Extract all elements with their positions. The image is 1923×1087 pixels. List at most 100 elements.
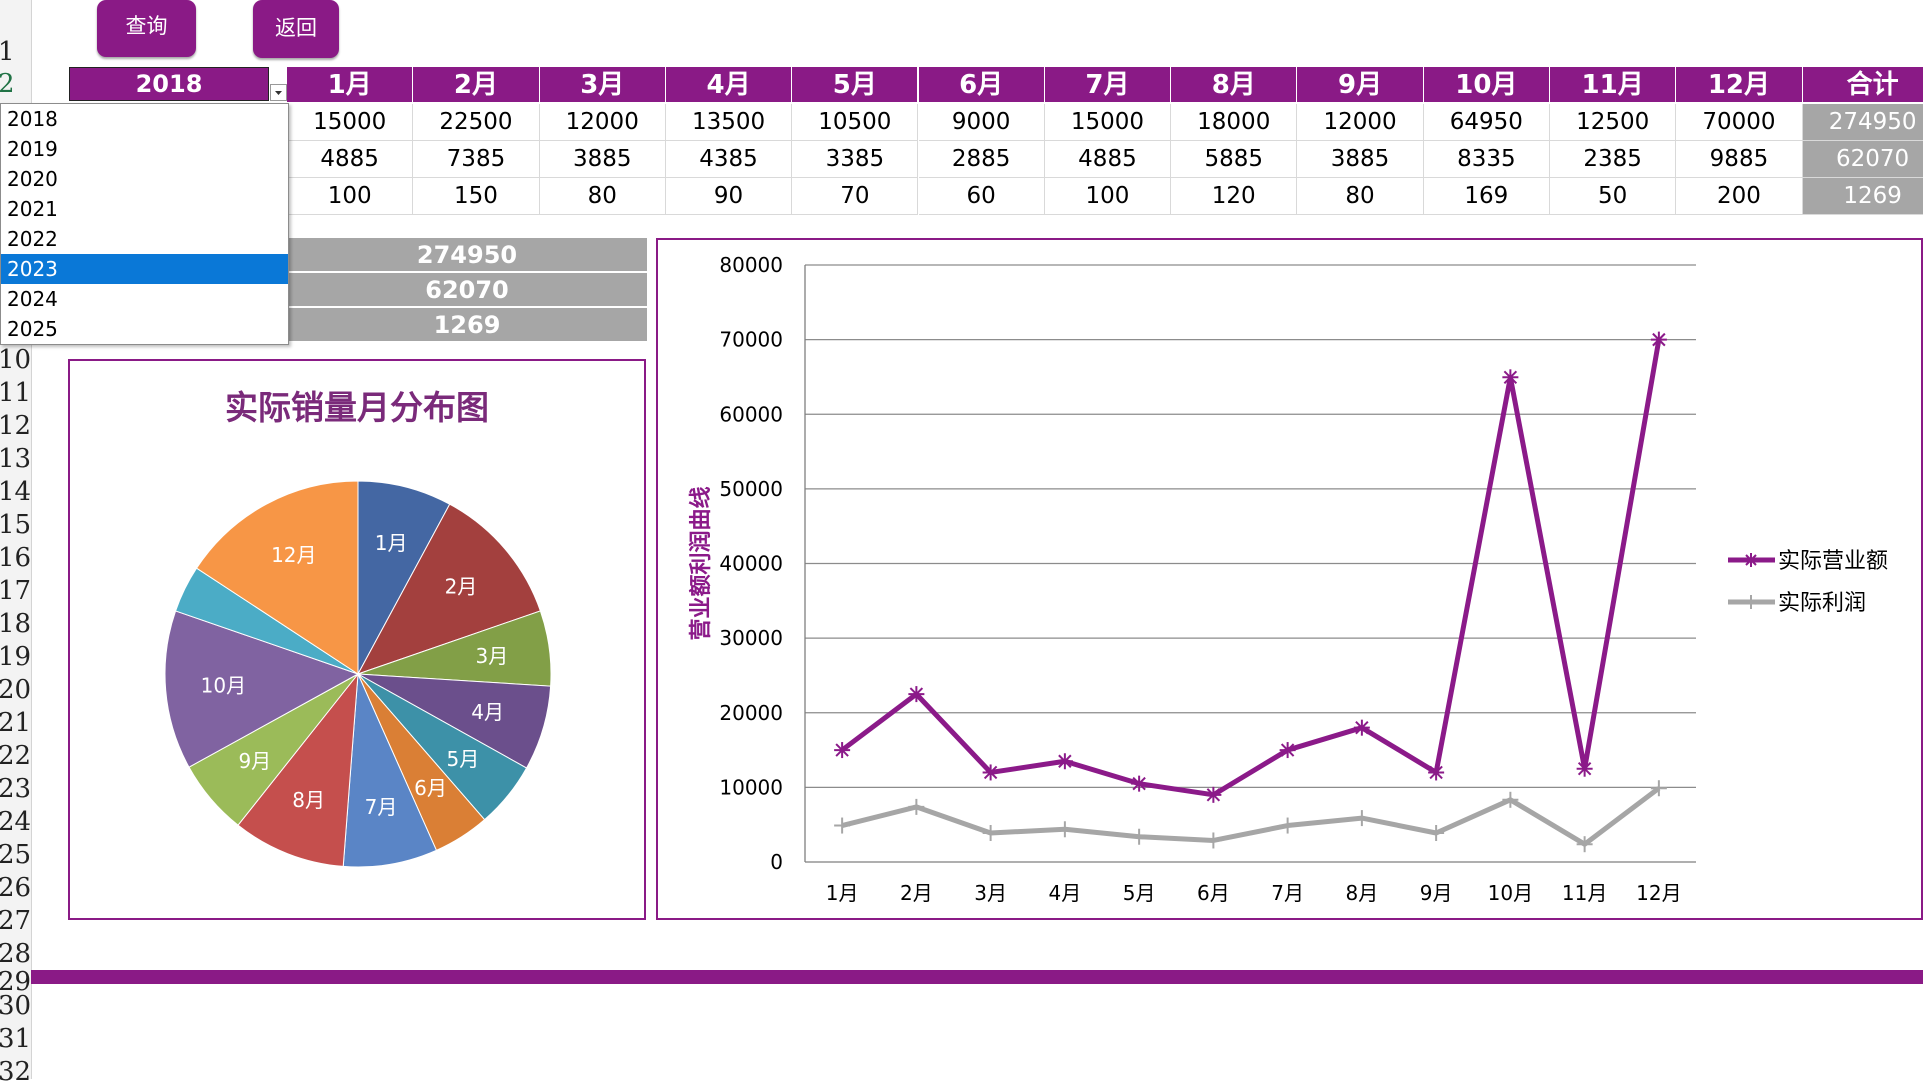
row-number[interactable]: 24	[0, 807, 32, 837]
row-number[interactable]: 32	[0, 1057, 32, 1087]
table-cell[interactable]: 90	[665, 178, 793, 215]
revenue-point[interactable]	[1279, 742, 1296, 759]
row-number[interactable]: 14	[0, 477, 32, 507]
revenue-point[interactable]	[1056, 753, 1073, 770]
profit-point[interactable]	[1576, 836, 1593, 853]
dropdown-option-2025[interactable]: 2025	[7, 317, 58, 341]
row-number[interactable]: 12	[0, 411, 32, 441]
table-cell-total[interactable]: 274950	[1802, 104, 1923, 141]
row-number[interactable]: 22	[0, 741, 32, 771]
revenue-point[interactable]	[1502, 369, 1519, 386]
table-cell[interactable]: 13500	[665, 104, 793, 141]
profit-point[interactable]	[1428, 825, 1445, 842]
row-number[interactable]: 13	[0, 444, 32, 474]
row-number[interactable]: 25	[0, 840, 32, 870]
row-number[interactable]: 18	[0, 609, 32, 639]
profit-point[interactable]	[1056, 821, 1073, 838]
table-cell[interactable]: 15000	[287, 104, 414, 141]
row-number[interactable]: 21	[0, 708, 32, 738]
row-number[interactable]: 26	[0, 873, 32, 903]
pie-slice[interactable]	[357, 480, 451, 675]
revenue-point[interactable]	[982, 764, 999, 781]
table-cell[interactable]: 80	[539, 178, 666, 215]
table-cell[interactable]: 18000	[1171, 104, 1298, 141]
row-number[interactable]: 23	[0, 774, 32, 804]
row-number[interactable]: 31	[0, 1024, 32, 1054]
profit-point[interactable]	[982, 825, 999, 842]
table-cell[interactable]: 22500	[413, 104, 540, 141]
table-cell[interactable]: 7385	[413, 141, 540, 178]
dropdown-option-2020[interactable]: 2020	[7, 167, 58, 191]
table-cell[interactable]: 80	[1297, 178, 1424, 215]
table-cell[interactable]: 8335	[1423, 141, 1550, 178]
dropdown-option-2023[interactable]: 2023	[1, 254, 288, 284]
profit-line[interactable]	[841, 786, 1661, 847]
table-cell[interactable]: 10500	[792, 104, 919, 141]
table-cell[interactable]: 12000	[539, 104, 666, 141]
dropdown-option-2019[interactable]: 2019	[7, 137, 58, 161]
revenue-point[interactable]	[1428, 764, 1445, 781]
pie-slice[interactable]	[237, 672, 359, 867]
revenue-line[interactable]	[840, 339, 1662, 798]
pie-slice[interactable]	[342, 673, 438, 868]
revenue-point[interactable]	[908, 686, 925, 703]
table-cell[interactable]: 100	[1044, 178, 1172, 215]
dropdown-arrow-icon[interactable]	[270, 84, 287, 101]
query-button[interactable]: 查询	[97, 0, 196, 57]
table-cell[interactable]: 169	[1423, 178, 1550, 215]
table-cell[interactable]: 100	[287, 178, 414, 215]
dropdown-option-2022[interactable]: 2022	[7, 227, 58, 251]
row-number[interactable]: 10	[0, 345, 32, 375]
table-cell[interactable]: 200	[1676, 178, 1803, 215]
table-cell[interactable]: 70000	[1676, 104, 1803, 141]
profit-point[interactable]	[834, 817, 851, 834]
pie-slice[interactable]	[164, 610, 360, 768]
dropdown-option-2024[interactable]: 2024	[7, 287, 58, 311]
table-cell[interactable]: 9885	[1676, 141, 1803, 178]
profit-point[interactable]	[1502, 791, 1519, 808]
row-number[interactable]: 30	[0, 991, 32, 1021]
row-number[interactable]: 27	[0, 906, 32, 936]
dropdown-option-2018[interactable]: 2018	[7, 107, 58, 131]
table-cell[interactable]: 2885	[918, 141, 1045, 178]
dropdown-option-2021[interactable]: 2021	[7, 197, 58, 221]
table-cell[interactable]: 12500	[1550, 104, 1677, 141]
table-cell[interactable]: 50	[1550, 178, 1677, 215]
row-number[interactable]: 2	[0, 69, 15, 99]
table-cell[interactable]: 5885	[1171, 141, 1298, 178]
table-cell[interactable]: 12000	[1297, 104, 1424, 141]
table-cell[interactable]: 4885	[1044, 141, 1172, 178]
table-cell[interactable]: 2385	[1550, 141, 1677, 178]
revenue-point[interactable]	[1576, 760, 1593, 777]
pie-slice[interactable]	[195, 480, 359, 675]
revenue-point[interactable]	[1353, 719, 1370, 736]
row-number[interactable]: 29	[0, 967, 32, 997]
row-number[interactable]: 20	[0, 675, 32, 705]
row-number[interactable]: 17	[0, 576, 32, 606]
table-cell[interactable]: 4385	[665, 141, 793, 178]
revenue-point[interactable]	[1650, 331, 1667, 348]
row-number[interactable]: 1	[0, 37, 15, 67]
revenue-point[interactable]	[834, 742, 851, 759]
row-number[interactable]: 15	[0, 510, 32, 540]
row-number[interactable]: 16	[0, 543, 32, 573]
table-cell[interactable]: 120	[1171, 178, 1298, 215]
row-number[interactable]: 11	[0, 378, 32, 408]
row-number[interactable]: 19	[0, 642, 32, 672]
table-cell-total[interactable]: 62070	[1802, 141, 1923, 178]
revenue-point[interactable]	[1205, 786, 1222, 803]
year-dropdown-list[interactable]: 2018 2019 2020 2021 2022 2023 2024 2025	[0, 103, 289, 345]
pie-slice[interactable]	[356, 503, 542, 675]
table-cell[interactable]: 64950	[1423, 104, 1550, 141]
table-cell-total[interactable]: 1269	[1802, 178, 1923, 215]
year-select-cell[interactable]: 2018	[69, 67, 269, 101]
row-number[interactable]: 28	[0, 939, 32, 969]
table-cell[interactable]: 15000	[1044, 104, 1172, 141]
profit-point[interactable]	[908, 798, 925, 815]
table-cell[interactable]: 150	[413, 178, 540, 215]
table-cell[interactable]: 4885	[287, 141, 414, 178]
table-cell[interactable]: 70	[792, 178, 919, 215]
table-cell[interactable]: 60	[918, 178, 1045, 215]
table-cell[interactable]: 3885	[539, 141, 666, 178]
profit-point[interactable]	[1131, 828, 1148, 845]
